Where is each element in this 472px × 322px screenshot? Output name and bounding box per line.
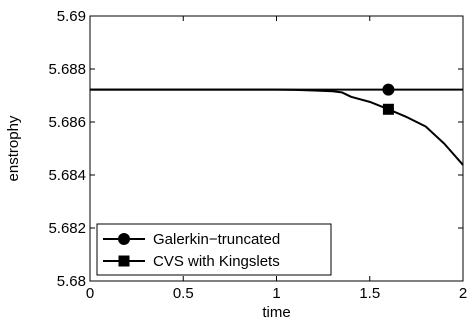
y-tick-label: 5.68 — [57, 273, 86, 290]
legend-marker-galerkin — [118, 233, 130, 245]
y-tick-label: 5.69 — [57, 8, 86, 25]
x-tick-label: 0 — [86, 285, 94, 302]
legend-marker-cvs — [118, 255, 130, 267]
legend: Galerkin−truncated CVS with Kingslets — [96, 223, 332, 276]
data-point-galerkin — [382, 83, 395, 96]
y-tick-label: 5.686 — [48, 114, 86, 131]
legend-label-galerkin: Galerkin−truncated — [153, 231, 280, 248]
y-tick-label: 5.688 — [48, 61, 86, 78]
series-layer — [90, 83, 464, 166]
x-axis-label: time — [262, 304, 290, 321]
x-tick-label: 2 — [459, 285, 467, 302]
plot-frame — [89, 15, 464, 282]
x-tick-label: 1 — [272, 285, 280, 302]
data-point-cvs — [382, 103, 394, 115]
y-tick-label: 5.682 — [48, 220, 86, 237]
y-tick-label: 5.684 — [48, 167, 86, 184]
y-axis-label: enstrophy — [5, 115, 22, 181]
legend-box — [96, 223, 332, 276]
x-tick-label: 0.5 — [173, 285, 194, 302]
tick-label-layer: 0 0.5 1 1.5 2 5.68 5.682 5.684 5.686 5.688 5.69 — [48, 8, 467, 302]
legend-label-cvs: CVS with Kingslets — [153, 253, 280, 270]
x-tick-label: 1.5 — [359, 285, 380, 302]
